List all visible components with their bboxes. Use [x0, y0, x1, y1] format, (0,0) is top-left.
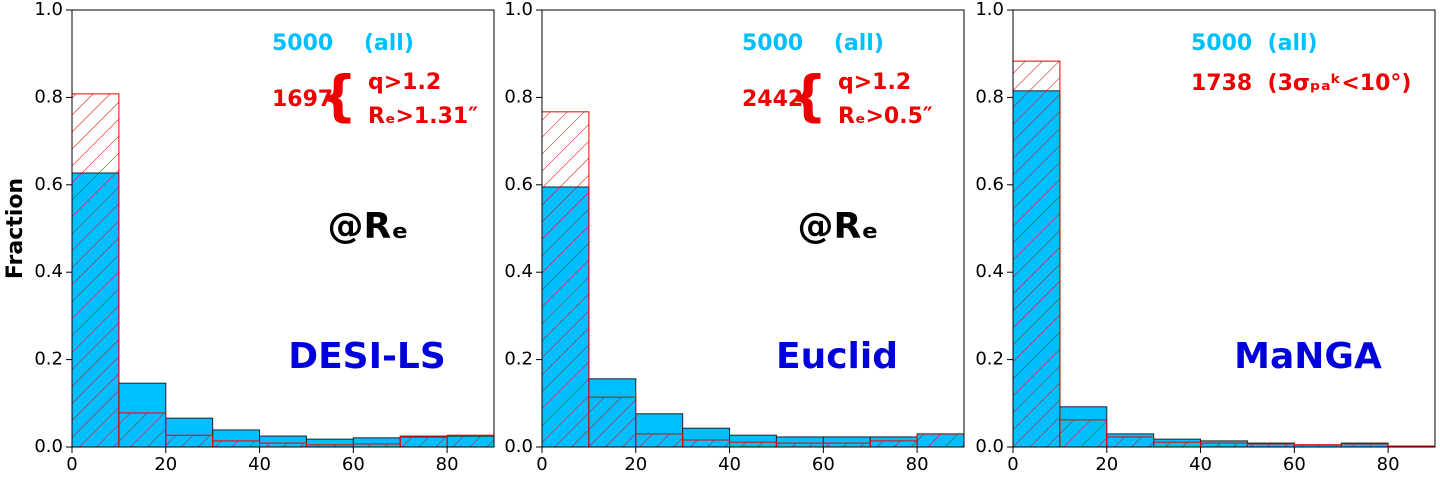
- x-tick-label: 80: [906, 454, 929, 475]
- brace: {: [789, 65, 827, 128]
- bar: [259, 442, 307, 448]
- legend-all: 5000 (all): [742, 31, 884, 56]
- y-axis-label: Fraction: [3, 178, 28, 279]
- x-tick-label: 80: [1377, 454, 1400, 475]
- x-tick-label: 60: [342, 454, 365, 475]
- bar: [588, 396, 637, 448]
- survey-name: DESI-LS: [288, 336, 446, 377]
- bar: [916, 433, 965, 448]
- y-tick-label: 0.0: [34, 436, 63, 457]
- y-tick-label: 0.8: [504, 86, 533, 107]
- survey-name: Euclid: [776, 336, 898, 377]
- y-tick-label: 0.6: [34, 174, 63, 195]
- bar: [822, 442, 871, 448]
- y-tick-label: 0.4: [504, 261, 533, 282]
- condition: q>1.2: [838, 70, 911, 95]
- axes-frame: [1012, 9, 1436, 448]
- bar: [729, 441, 777, 448]
- x-tick-label: 40: [1189, 454, 1212, 475]
- x-tick-label: 0: [1007, 454, 1018, 475]
- x-tick-label: 80: [436, 454, 459, 475]
- axes-frame: [71, 9, 495, 448]
- y-tick-label: 0.4: [975, 261, 1004, 282]
- x-tick-label: 60: [812, 454, 835, 475]
- survey-name: MaNGA: [1234, 336, 1382, 377]
- bar: [541, 111, 590, 448]
- bar: [1153, 441, 1202, 448]
- x-tick-label: 40: [718, 454, 741, 475]
- y-tick-label: 0.0: [504, 436, 533, 457]
- y-tick-label: 0.8: [34, 86, 63, 107]
- annotation: @Rₑ: [798, 206, 879, 247]
- y-tick-label: 0.6: [975, 174, 1004, 195]
- brace: {: [319, 65, 357, 128]
- y-tick-label: 1.0: [34, 0, 63, 20]
- bar: [1012, 60, 1061, 448]
- bar: [682, 439, 731, 448]
- y-tick-label: 0.0: [975, 436, 1004, 457]
- x-tick-label: 0: [536, 454, 547, 475]
- y-tick-label: 1.0: [504, 0, 533, 20]
- bar: [775, 442, 824, 448]
- legend-subset: 1697: [272, 87, 333, 112]
- legend-all: 5000 (all): [272, 31, 414, 56]
- bar: [71, 93, 120, 448]
- condition: Rₑ>1.31″: [368, 104, 478, 129]
- y-tick-label: 1.0: [975, 0, 1004, 20]
- x-tick-label: 20: [1095, 454, 1118, 475]
- bar: [165, 434, 214, 448]
- x-tick-label: 0: [66, 454, 77, 475]
- y-tick-label: 0.2: [504, 349, 533, 370]
- bar: [399, 435, 448, 448]
- bar: [635, 433, 684, 448]
- x-tick-label: 20: [624, 454, 647, 475]
- condition: Rₑ>0.5″: [838, 104, 933, 129]
- x-tick-label: 40: [248, 454, 271, 475]
- y-tick-label: 0.2: [975, 349, 1004, 370]
- bar: [212, 440, 261, 448]
- bar: [446, 434, 495, 448]
- legend-subset: 2442: [742, 87, 803, 112]
- bar: [869, 440, 918, 448]
- bar: [1059, 419, 1108, 448]
- y-tick-label: 0.4: [34, 261, 63, 282]
- y-tick-label: 0.8: [975, 86, 1004, 107]
- axes-frame: [541, 9, 965, 448]
- bar: [118, 412, 167, 448]
- legend-all: 5000 (all): [1191, 31, 1318, 56]
- bar: [1106, 436, 1155, 448]
- annotation: @Rₑ: [328, 206, 409, 247]
- y-tick-label: 0.6: [504, 174, 533, 195]
- legend-subset: 1738 (3σₚₐᵏ<10°): [1191, 71, 1411, 96]
- y-tick-label: 0.2: [34, 349, 63, 370]
- bar: [1200, 442, 1248, 448]
- condition: q>1.2: [368, 70, 441, 95]
- x-tick-label: 20: [154, 454, 177, 475]
- x-tick-label: 60: [1283, 454, 1306, 475]
